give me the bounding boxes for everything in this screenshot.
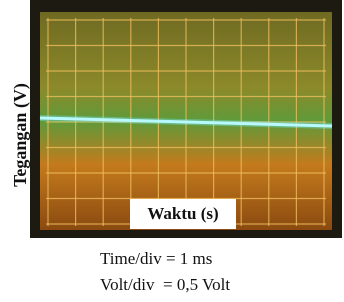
caption-line: Volt/div = 0,5 Volt — [100, 275, 230, 294]
y-axis-label: Tegangan (V) — [10, 83, 31, 187]
page: {"photo": {"y_label": "Tegangan (V)", "x… — [0, 0, 344, 302]
x-axis-label: Waktu (s) — [147, 204, 218, 223]
figure: Tegangan (V) Waktu (s) Time/div = 1 ms V… — [0, 0, 344, 302]
caption-line: Time/div = 1 ms — [100, 249, 212, 268]
